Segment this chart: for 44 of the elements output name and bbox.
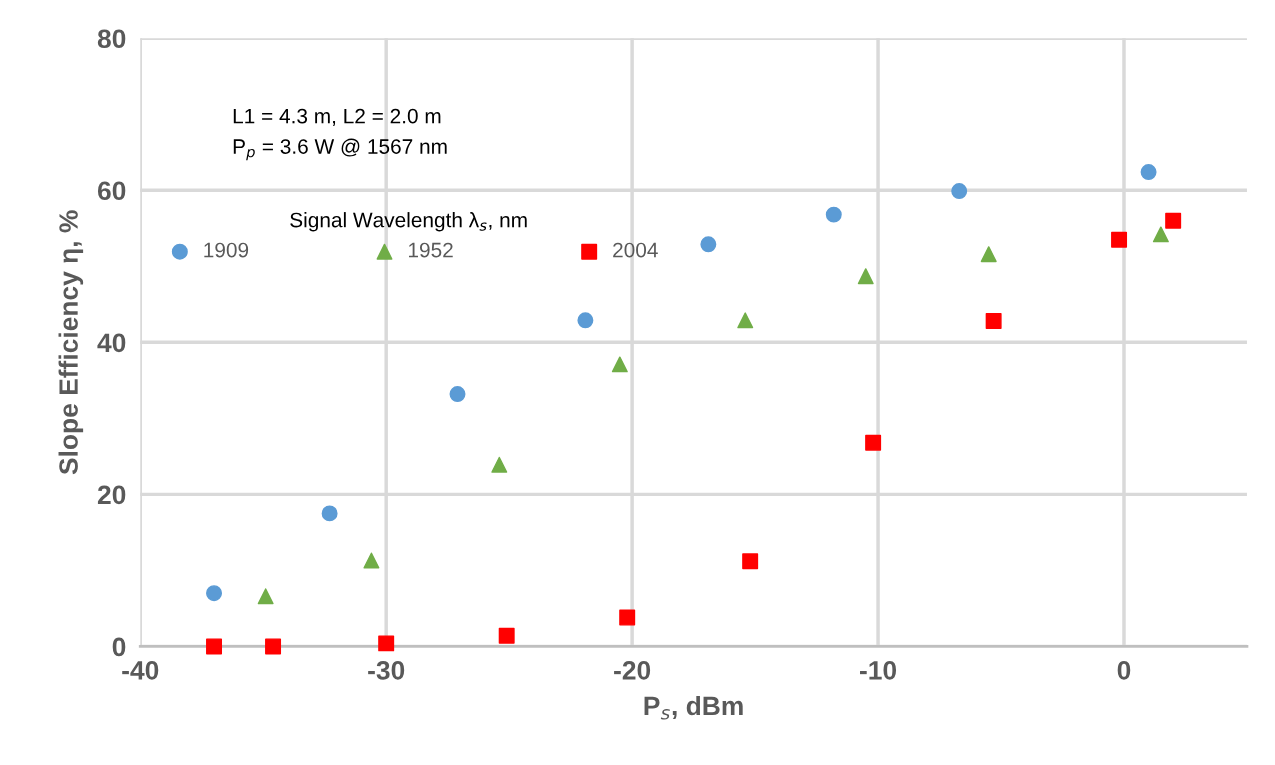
point [491, 456, 508, 473]
point [206, 638, 223, 655]
point [265, 638, 282, 655]
point [257, 588, 274, 605]
point [1140, 164, 1157, 181]
x-tick-label: -40 [122, 661, 159, 680]
x-tick-label: -30 [368, 661, 405, 680]
point [611, 356, 628, 373]
x-tick-label: 0 [1117, 661, 1131, 680]
point [363, 552, 380, 569]
y-tick-label: 80 [97, 29, 126, 49]
point [449, 386, 466, 403]
point [378, 635, 395, 652]
x-axis-title: P$_{s}$, dBm [644, 695, 743, 720]
point [321, 505, 338, 522]
legend-label: 1909 [204, 242, 249, 258]
point [951, 183, 968, 200]
point [737, 312, 754, 329]
y-tick-label: 40 [97, 333, 126, 353]
point [865, 434, 882, 451]
point [206, 585, 223, 602]
point [857, 268, 874, 285]
point [980, 246, 997, 263]
y-tick-label: 20 [97, 485, 126, 505]
point [700, 236, 717, 253]
x-tick-label: -10 [860, 661, 897, 680]
legend-title: Signal Wavelength λ$_{s}$, nm [290, 212, 527, 232]
annotation: P$_{p}$ = 3.6 W @ 1567 nm [233, 138, 447, 161]
point [825, 206, 842, 223]
annotation: L1 = 4.3 m, L2 = 2.0 m [233, 108, 441, 126]
y-axis-title: Slope Efficiency η, % [58, 210, 84, 475]
point [498, 627, 515, 644]
point [1165, 212, 1182, 229]
point [1152, 226, 1169, 243]
legend-label: 2004 [613, 242, 658, 258]
y-tick-label: 0 [112, 637, 126, 657]
legend-label: 1952 [409, 242, 453, 258]
x-tick-label: -20 [614, 661, 651, 680]
point [619, 609, 636, 626]
point [577, 312, 594, 329]
point [985, 313, 1002, 330]
point [1111, 231, 1128, 248]
y-tick-label: 60 [97, 181, 126, 201]
point [742, 553, 759, 570]
